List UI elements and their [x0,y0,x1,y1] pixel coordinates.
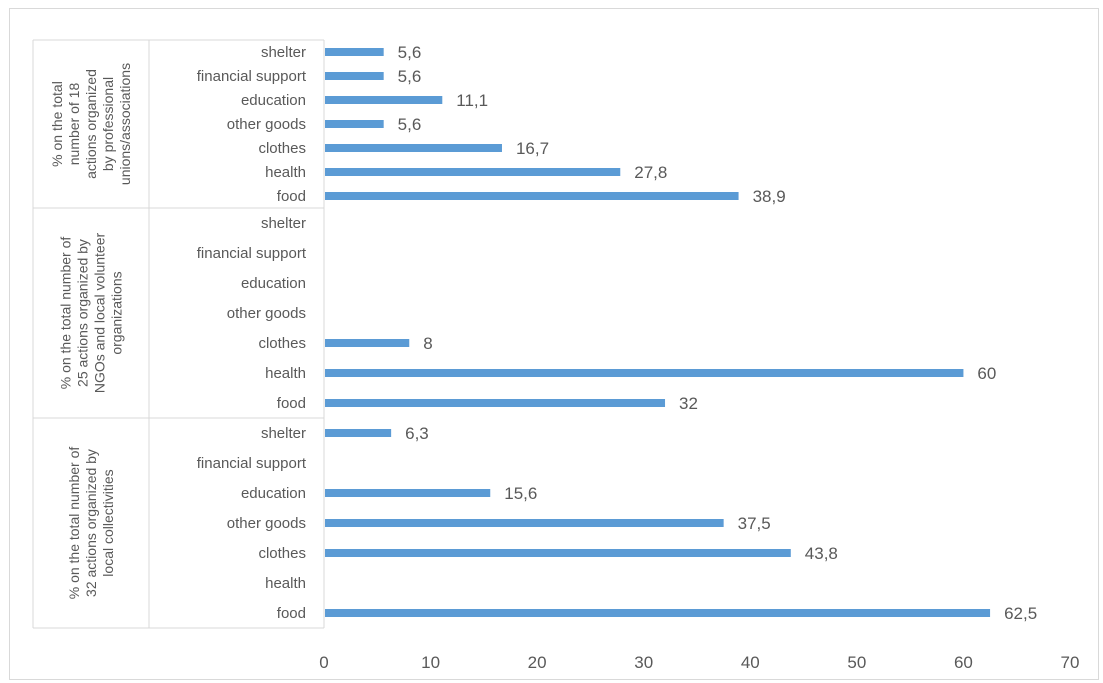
category-label: financial support [197,455,307,472]
category-label: health [265,575,306,592]
category-label: shelter [261,44,306,61]
x-axis-ticks: 0 10 20 30 40 50 60 70 [319,653,1079,672]
x-tick-label: 30 [634,653,653,672]
category-label: education [241,275,306,292]
bar [325,399,666,407]
category-label: health [265,164,306,181]
category-labels: shelter financial support education other g… [197,44,307,622]
bar [325,609,991,617]
category-label: other goods [227,116,306,133]
group-labels: % on the totalnumber of 18actions organi… [49,63,133,599]
data-label: 27,8 [634,163,667,182]
bar [325,192,739,200]
data-label: 5,6 [398,67,422,86]
chart: % on the totalnumber of 18actions organi… [32,39,1079,672]
category-label: food [277,395,306,412]
category-label: clothes [258,140,306,157]
category-label: other goods [227,515,306,532]
x-tick-label: 20 [528,653,547,672]
data-label: 5,6 [398,115,422,134]
category-label: clothes [258,545,306,562]
bar [325,168,621,176]
category-label: health [265,365,306,382]
data-label: 32 [679,394,698,413]
category-label: education [241,92,306,109]
data-label: 15,6 [504,484,537,503]
bar [325,549,791,557]
x-tick-label: 70 [1061,653,1080,672]
bar [325,429,392,437]
bar [325,96,443,104]
category-label: food [277,605,306,622]
data-label: 60 [977,364,996,383]
chart-frame: % on the totalnumber of 18actions organi… [9,8,1099,680]
data-label: 62,5 [1004,604,1037,623]
category-label: financial support [197,68,307,85]
data-label: 37,5 [738,514,771,533]
bar [325,72,384,80]
category-label: food [277,188,306,205]
category-label: financial support [197,245,307,262]
data-label: 6,3 [405,424,429,443]
bar [325,144,502,152]
x-tick-label: 10 [421,653,440,672]
data-label: 5,6 [398,43,422,62]
data-label: 16,7 [516,139,549,158]
x-tick-label: 0 [319,653,328,672]
value-labels: 5,6 5,6 11,1 5,6 16,7 27,8 38,9 8 60 32 6,3 15,6 37,… [398,43,1037,623]
bar [325,339,410,347]
x-tick-label: 50 [847,653,866,672]
axis-layer [32,39,325,629]
bar [325,369,964,377]
group-label: % on the total number of32 actions organ… [66,447,116,600]
category-label: shelter [261,215,306,232]
x-tick-label: 60 [954,653,973,672]
x-tick-label: 40 [741,653,760,672]
category-label: clothes [258,335,306,352]
data-label: 11,1 [456,91,488,110]
data-label: 38,9 [753,187,786,206]
bars [325,48,991,617]
group-label: % on the total number of25 actions organ… [58,233,125,394]
bar [325,48,384,56]
group-label: % on the totalnumber of 18actions organi… [49,63,133,185]
bar [325,120,384,128]
category-label: shelter [261,425,306,442]
bar [325,489,491,497]
data-label: 8 [423,334,432,353]
data-label: 43,8 [805,544,838,563]
category-label: education [241,485,306,502]
bar [325,519,724,527]
category-label: other goods [227,305,306,322]
